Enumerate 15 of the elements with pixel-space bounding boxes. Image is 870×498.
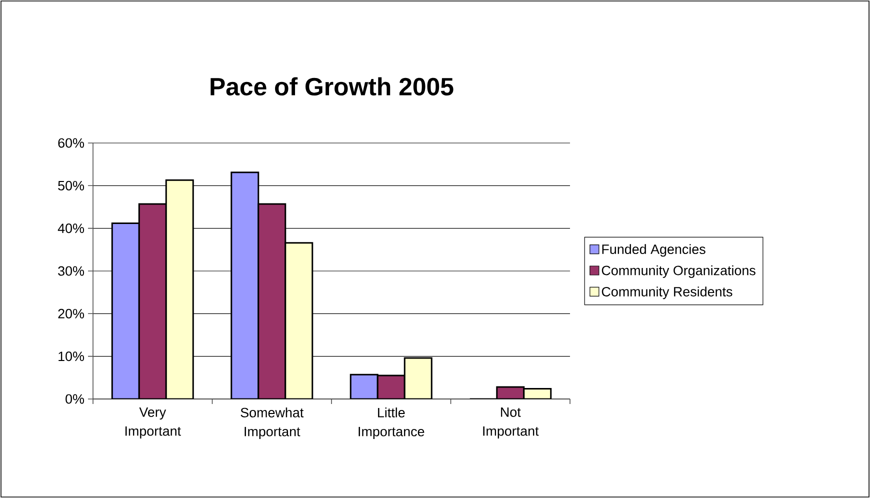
y-tick-label: 10%: [58, 352, 84, 362]
legend-label: Community Residents: [602, 286, 732, 300]
x-tick-label: Very Important: [125, 408, 181, 438]
y-tick-label: 50%: [58, 180, 84, 190]
y-tick-label: 30%: [58, 266, 84, 276]
chart-title: Pace of Growth 2005: [210, 77, 454, 96]
legend-label: Funded Agencies: [602, 244, 706, 257]
legend-label: Community Organizations: [602, 265, 756, 278]
y-tick-label: 20%: [58, 308, 84, 318]
y-tick-label: 60%: [58, 138, 84, 148]
x-tick-label: Little Importance: [358, 408, 424, 439]
x-tick-label: Somewhat Important: [240, 408, 304, 439]
y-tick-label: 40%: [58, 224, 84, 234]
y-tick-label: 0%: [66, 394, 84, 404]
x-tick-label: Not Important: [483, 408, 539, 438]
